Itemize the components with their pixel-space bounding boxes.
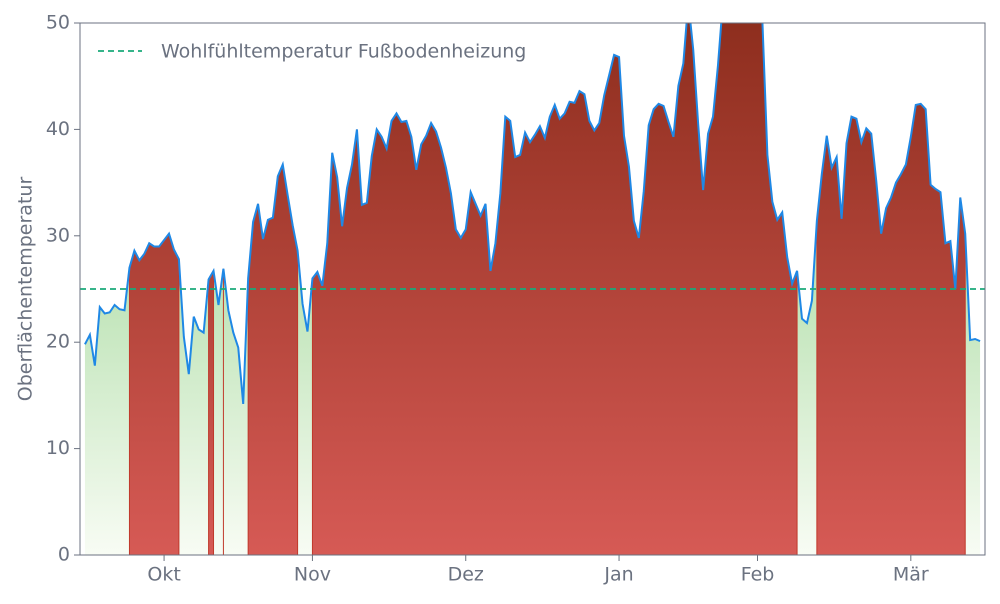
above-area	[208, 269, 215, 555]
y-tick-label: 0	[58, 544, 70, 566]
above-area	[816, 103, 966, 555]
line	[84, 23, 981, 404]
x-tick-label: Feb	[741, 564, 775, 586]
above-area	[247, 162, 299, 555]
plot-frame	[79, 22, 986, 556]
y-tick-label: 30	[46, 224, 70, 246]
above-area	[128, 232, 180, 555]
y-tick-label: 20	[46, 331, 70, 353]
x-tick-label: Mär	[893, 564, 929, 586]
above-area	[311, 23, 798, 555]
y-axis-label: Oberflächentemperatur	[15, 177, 37, 402]
y-tick-label: 10	[46, 437, 70, 459]
x-tick-label: Okt	[147, 564, 180, 586]
legend-label: Wohlfühltemperatur Fußbodenheizung	[161, 41, 526, 63]
x-tick-label: Dez	[448, 564, 484, 586]
y-tick-label: 40	[46, 118, 70, 140]
x-tick-label: Jan	[603, 564, 633, 586]
x-tick-label: Nov	[294, 564, 331, 586]
plot-area	[84, 23, 981, 555]
y-tick-label: 50	[46, 12, 70, 34]
